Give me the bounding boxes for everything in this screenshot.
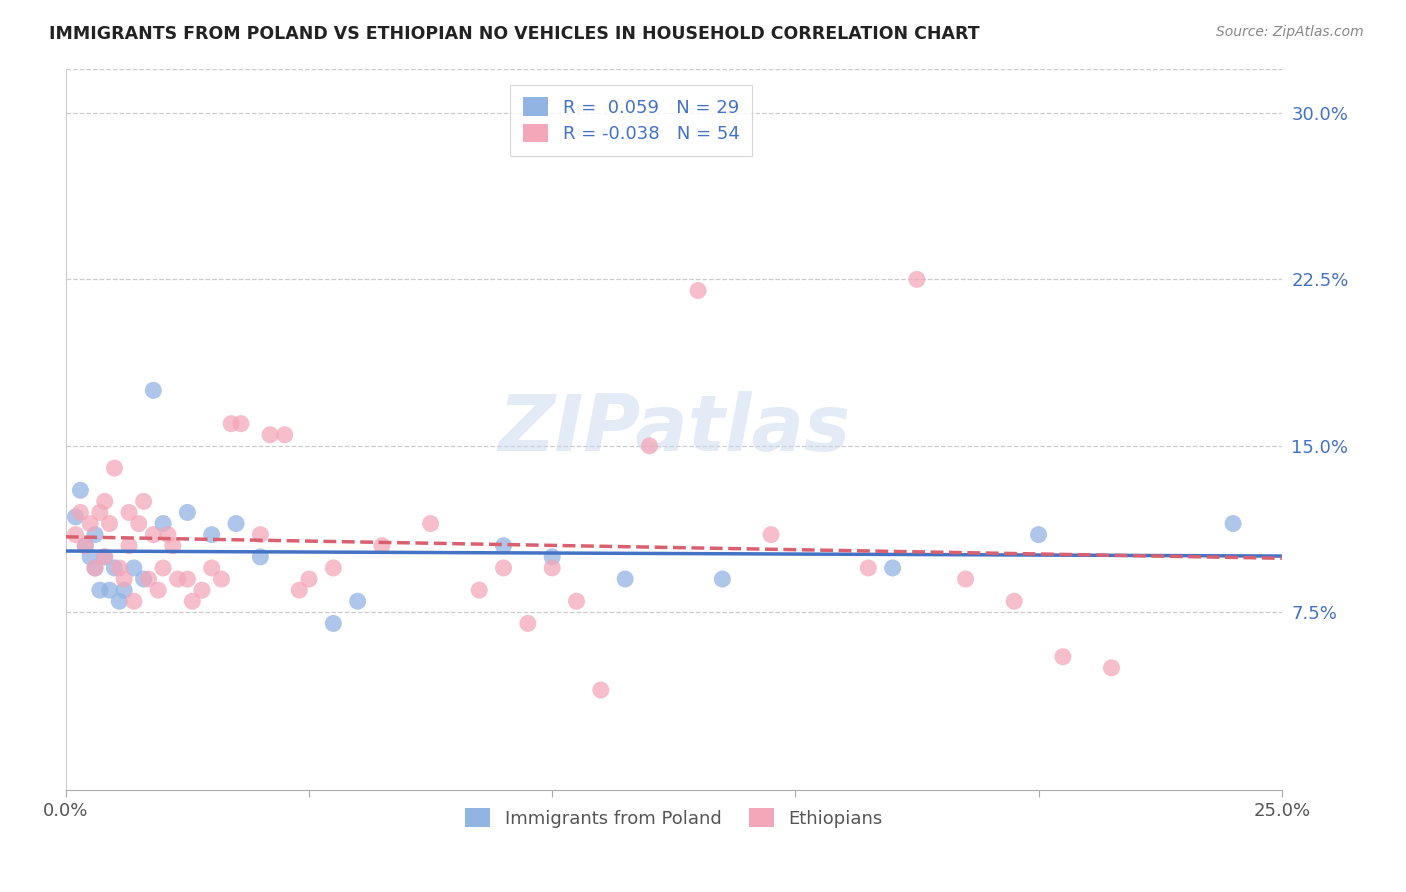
Text: IMMIGRANTS FROM POLAND VS ETHIOPIAN NO VEHICLES IN HOUSEHOLD CORRELATION CHART: IMMIGRANTS FROM POLAND VS ETHIOPIAN NO V… — [49, 25, 980, 43]
Point — [371, 539, 394, 553]
Point — [166, 572, 188, 586]
Point — [84, 561, 107, 575]
Point — [201, 527, 224, 541]
Point — [229, 417, 252, 431]
Point — [541, 549, 564, 564]
Point — [219, 417, 242, 431]
Text: Source: ZipAtlas.com: Source: ZipAtlas.com — [1216, 25, 1364, 39]
Point — [152, 516, 174, 531]
Point — [108, 561, 131, 575]
Point — [75, 539, 97, 553]
Point — [89, 583, 111, 598]
Point — [249, 527, 271, 541]
Point — [103, 461, 125, 475]
Point — [152, 561, 174, 575]
Point — [1052, 649, 1074, 664]
Point — [79, 516, 101, 531]
Point — [322, 561, 344, 575]
Point — [468, 583, 491, 598]
Point — [905, 272, 928, 286]
Point — [98, 516, 121, 531]
Point — [209, 572, 232, 586]
Point — [112, 572, 135, 586]
Point — [638, 439, 661, 453]
Point — [273, 427, 295, 442]
Point — [122, 594, 145, 608]
Point — [176, 506, 198, 520]
Point — [84, 561, 107, 575]
Point — [492, 539, 515, 553]
Point — [112, 583, 135, 598]
Point — [541, 561, 564, 575]
Point — [201, 561, 224, 575]
Point — [142, 527, 165, 541]
Point — [565, 594, 588, 608]
Point — [259, 427, 281, 442]
Point — [69, 506, 91, 520]
Point — [759, 527, 782, 541]
Point — [93, 494, 115, 508]
Point — [955, 572, 977, 586]
Point — [288, 583, 311, 598]
Point — [93, 549, 115, 564]
Point — [419, 516, 441, 531]
Point — [118, 506, 141, 520]
Point — [516, 616, 538, 631]
Point — [225, 516, 247, 531]
Point — [89, 506, 111, 520]
Point — [142, 384, 165, 398]
Point — [614, 572, 637, 586]
Point — [128, 516, 150, 531]
Point — [84, 527, 107, 541]
Point — [98, 583, 121, 598]
Point — [65, 509, 87, 524]
Point — [162, 539, 184, 553]
Legend: Immigrants from Poland, Ethiopians: Immigrants from Poland, Ethiopians — [458, 801, 890, 835]
Point — [181, 594, 204, 608]
Point — [191, 583, 214, 598]
Point — [132, 494, 155, 508]
Point — [118, 539, 141, 553]
Point — [69, 483, 91, 498]
Point — [148, 583, 170, 598]
Point — [176, 572, 198, 586]
Point — [1002, 594, 1025, 608]
Point — [65, 527, 87, 541]
Point — [156, 527, 179, 541]
Point — [138, 572, 160, 586]
Point — [103, 561, 125, 575]
Point — [688, 284, 710, 298]
Point — [93, 549, 115, 564]
Point — [75, 539, 97, 553]
Text: ZIPatlas: ZIPatlas — [498, 392, 849, 467]
Point — [298, 572, 321, 586]
Point — [711, 572, 734, 586]
Point — [1028, 527, 1050, 541]
Point — [122, 561, 145, 575]
Point — [589, 683, 612, 698]
Point — [249, 549, 271, 564]
Point — [132, 572, 155, 586]
Point — [1222, 516, 1244, 531]
Point — [492, 561, 515, 575]
Point — [108, 594, 131, 608]
Point — [1101, 661, 1123, 675]
Point — [882, 561, 904, 575]
Point — [322, 616, 344, 631]
Point — [79, 549, 101, 564]
Point — [858, 561, 880, 575]
Point — [346, 594, 368, 608]
